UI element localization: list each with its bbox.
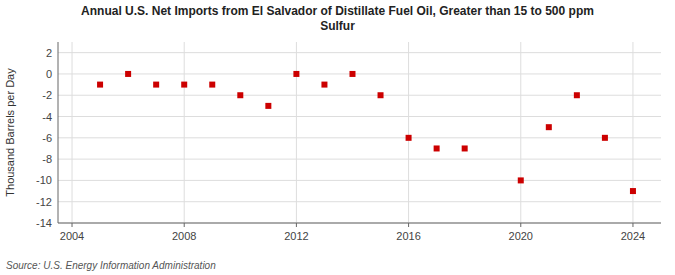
point bbox=[602, 135, 608, 141]
points bbox=[97, 71, 636, 194]
grid-line-x bbox=[72, 42, 73, 223]
point bbox=[574, 92, 580, 98]
grid-line-y bbox=[58, 52, 661, 53]
grid-line-y bbox=[58, 180, 661, 181]
x-tick bbox=[296, 223, 297, 227]
point bbox=[321, 82, 327, 88]
y-tick-label: -8 bbox=[42, 153, 52, 165]
grid-line-x bbox=[632, 42, 633, 223]
grid-line-y bbox=[58, 223, 661, 224]
point bbox=[378, 92, 384, 98]
point bbox=[546, 124, 552, 130]
point bbox=[181, 82, 187, 88]
grid-line-y bbox=[58, 95, 661, 96]
x-tick bbox=[72, 223, 73, 227]
point bbox=[434, 145, 440, 151]
x-tick-label: 2012 bbox=[284, 230, 308, 242]
x-axis-line bbox=[58, 223, 661, 224]
grid-line-y bbox=[58, 137, 661, 138]
grid-line-y bbox=[58, 201, 661, 202]
grid-line-y bbox=[58, 116, 661, 117]
x-tick-label: 2016 bbox=[396, 230, 420, 242]
grid-line-x bbox=[520, 42, 521, 223]
source-note: Source: U.S. Energy Information Administ… bbox=[6, 260, 216, 271]
grid-line-x bbox=[408, 42, 409, 223]
x-tick-label: 2004 bbox=[60, 230, 84, 242]
y-axis-line bbox=[58, 42, 59, 223]
y-tick-label: -10 bbox=[36, 174, 52, 186]
grid-line-x bbox=[296, 42, 297, 223]
point bbox=[462, 145, 468, 151]
x-tick-label: 2020 bbox=[509, 230, 533, 242]
point bbox=[97, 82, 103, 88]
point bbox=[209, 82, 215, 88]
grid-line-y bbox=[58, 159, 661, 160]
point bbox=[265, 103, 271, 109]
x-tick-label: 2024 bbox=[621, 230, 645, 242]
point bbox=[293, 71, 299, 77]
point bbox=[406, 135, 412, 141]
x-tick bbox=[632, 223, 633, 227]
grid-line-x bbox=[184, 42, 185, 223]
point bbox=[125, 71, 131, 77]
y-tick-label: -6 bbox=[42, 132, 52, 144]
y-tick-label: -14 bbox=[36, 217, 52, 229]
y-tick-label: -2 bbox=[42, 89, 52, 101]
x-tick bbox=[408, 223, 409, 227]
point bbox=[349, 71, 355, 77]
point bbox=[237, 92, 243, 98]
chart: Annual U.S. Net Imports from El Salvador… bbox=[0, 0, 675, 275]
point bbox=[153, 82, 159, 88]
axes: 2 0 -2 -4 -6 -8 -10 -12 -14 2004 2008 2012 2016 2020 2… bbox=[36, 42, 661, 242]
x-tick bbox=[184, 223, 185, 227]
grid-line-y bbox=[58, 73, 661, 74]
grid bbox=[58, 42, 661, 223]
title: Annual U.S. Net Imports from El Salvador… bbox=[81, 4, 594, 33]
point bbox=[630, 188, 636, 194]
y-tick-label: -4 bbox=[42, 111, 52, 123]
x-tick bbox=[520, 223, 521, 227]
y-axis-label: Thousand Barrels per Day bbox=[4, 68, 16, 197]
point bbox=[518, 177, 524, 183]
y-tick-label: -12 bbox=[36, 196, 52, 208]
y-tick-label: 2 bbox=[46, 47, 52, 59]
x-tick-label: 2008 bbox=[172, 230, 196, 242]
y-tick-label: 0 bbox=[46, 68, 52, 80]
